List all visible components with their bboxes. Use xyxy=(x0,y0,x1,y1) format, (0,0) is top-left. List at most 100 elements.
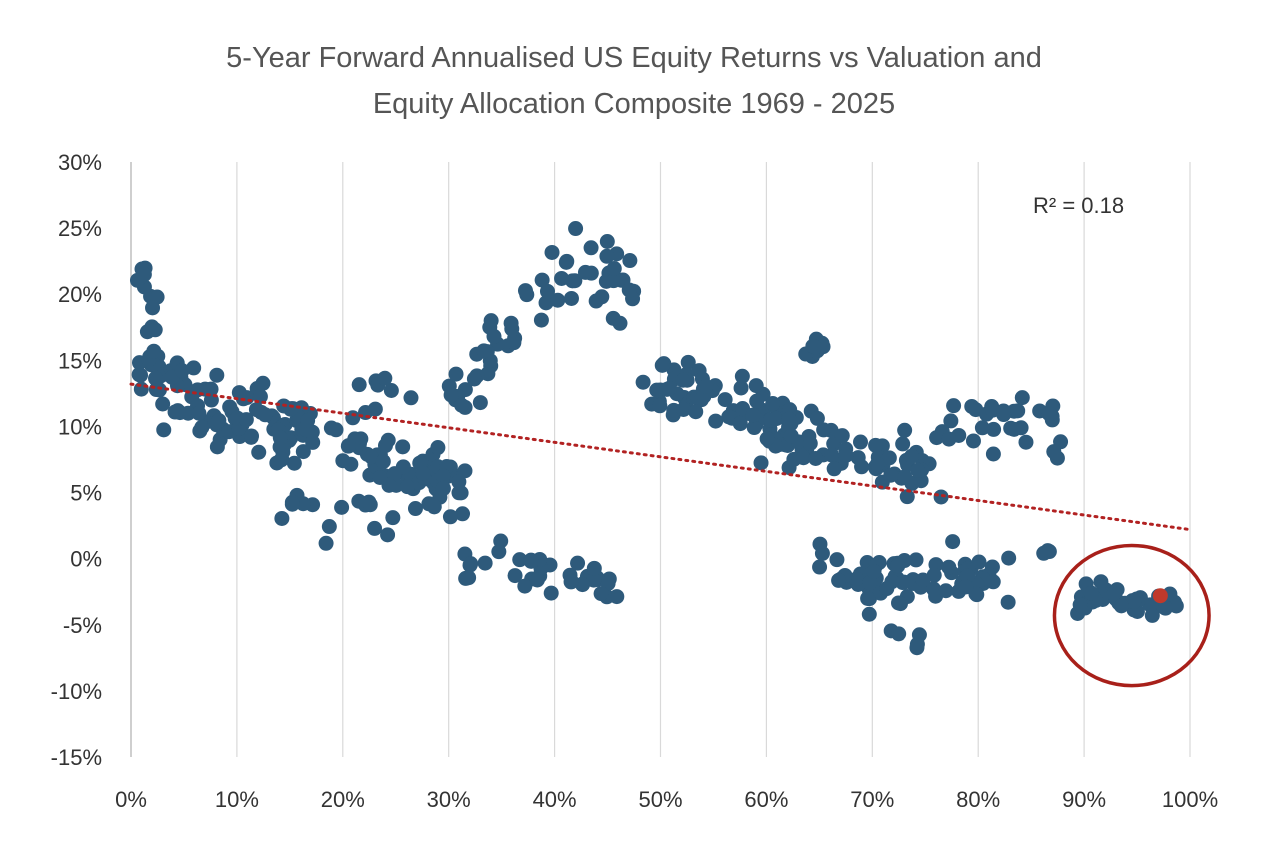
data-point xyxy=(136,266,152,282)
data-point xyxy=(895,436,911,452)
data-point xyxy=(829,552,845,568)
data-point xyxy=(1144,607,1160,623)
data-point xyxy=(680,354,696,370)
data-point xyxy=(570,555,586,571)
data-point xyxy=(583,240,599,256)
data-point xyxy=(295,444,311,460)
data-point xyxy=(534,272,550,288)
data-point xyxy=(1083,585,1099,601)
data-point xyxy=(753,455,769,471)
data-point xyxy=(879,581,895,597)
data-point xyxy=(860,590,876,606)
data-point xyxy=(897,469,913,485)
x-tick-label: 80% xyxy=(956,787,1000,812)
data-point xyxy=(323,420,339,436)
data-point xyxy=(831,572,847,588)
data-point xyxy=(435,480,451,496)
data-point xyxy=(461,570,477,586)
data-point xyxy=(272,430,288,446)
data-point xyxy=(257,407,273,423)
data-point xyxy=(238,412,254,428)
y-tick-label: 30% xyxy=(58,150,102,175)
data-point xyxy=(415,465,431,481)
data-point xyxy=(539,283,555,299)
data-point xyxy=(145,300,161,316)
data-point xyxy=(891,595,907,611)
data-point xyxy=(890,558,906,574)
data-point xyxy=(466,371,482,387)
data-point xyxy=(363,449,379,465)
data-point xyxy=(676,402,692,418)
data-point xyxy=(477,555,493,571)
data-point xyxy=(506,335,522,351)
data-point xyxy=(454,397,470,413)
data-point xyxy=(938,583,954,599)
data-point xyxy=(403,390,419,406)
data-point xyxy=(781,411,797,427)
data-point xyxy=(861,606,877,622)
data-point xyxy=(426,499,442,515)
data-point xyxy=(933,489,949,505)
data-point xyxy=(1013,420,1029,436)
data-point xyxy=(985,574,1001,590)
data-point xyxy=(945,534,961,550)
data-point xyxy=(599,233,615,249)
data-point xyxy=(1001,550,1017,566)
data-point xyxy=(334,499,350,515)
data-point xyxy=(377,370,393,386)
data-point xyxy=(367,401,383,417)
data-point xyxy=(908,552,924,568)
data-point xyxy=(985,402,1001,418)
data-point xyxy=(1018,434,1034,450)
data-point xyxy=(503,315,519,331)
data-point xyxy=(606,273,622,289)
data-point xyxy=(698,378,714,394)
data-point xyxy=(133,367,149,383)
data-point xyxy=(802,435,818,451)
data-point xyxy=(231,385,247,401)
data-point xyxy=(172,405,188,421)
data-point xyxy=(868,437,884,453)
data-point xyxy=(897,422,913,438)
data-point xyxy=(593,586,609,602)
data-point xyxy=(463,556,479,572)
data-point xyxy=(519,287,535,303)
data-point xyxy=(529,572,545,588)
data-point xyxy=(377,438,393,454)
trendline-layer xyxy=(129,382,1192,532)
data-point xyxy=(156,422,172,438)
data-point xyxy=(385,510,401,526)
data-point xyxy=(586,560,602,576)
data-point xyxy=(1041,544,1057,560)
data-point xyxy=(251,444,267,460)
data-point xyxy=(661,380,677,396)
data-point xyxy=(1000,594,1016,610)
data-point xyxy=(451,474,467,490)
data-point xyxy=(941,431,957,447)
data-point xyxy=(941,559,957,575)
chart-title-line-2: Equity Allocation Composite 1969 - 2025 xyxy=(372,88,896,120)
y-tick-label: 25% xyxy=(58,216,102,241)
data-point xyxy=(146,343,162,359)
data-point xyxy=(929,430,945,446)
data-point xyxy=(899,489,915,505)
y-tick-label: -10% xyxy=(51,679,102,704)
data-point xyxy=(883,467,899,483)
data-point xyxy=(816,422,832,438)
x-tick-label: 90% xyxy=(1062,787,1106,812)
data-point xyxy=(904,448,920,464)
data-point xyxy=(565,273,581,289)
data-point xyxy=(430,440,446,456)
data-point xyxy=(654,357,670,373)
data-point xyxy=(826,461,842,477)
data-point xyxy=(351,377,367,393)
data-point xyxy=(733,380,749,396)
data-point xyxy=(209,367,225,383)
data-point xyxy=(809,410,825,426)
data-point xyxy=(222,399,238,415)
data-point xyxy=(191,405,207,421)
x-tick-label: 10% xyxy=(215,787,259,812)
data-point xyxy=(457,463,473,479)
data-point xyxy=(483,313,499,329)
data-point xyxy=(491,544,507,560)
